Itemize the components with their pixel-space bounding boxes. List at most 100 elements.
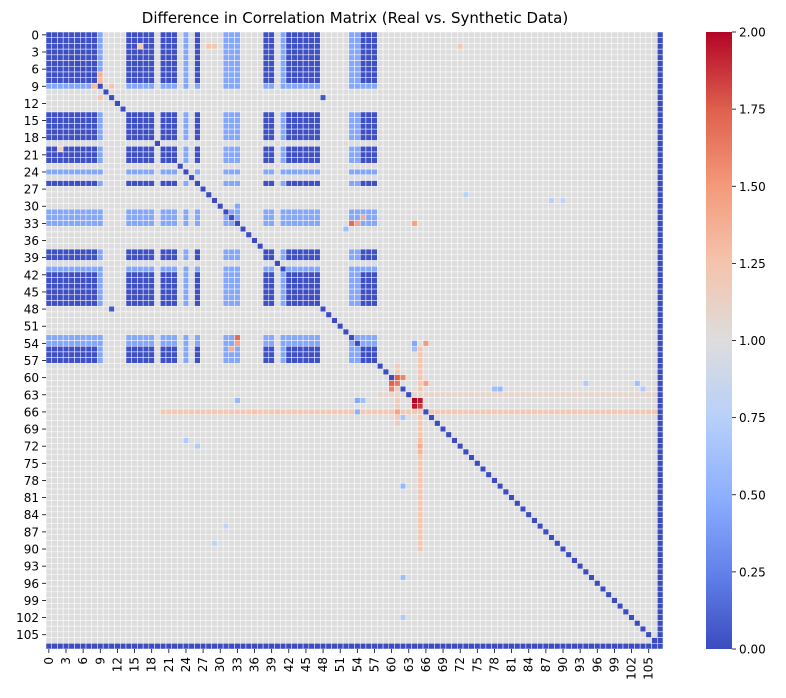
heatmap-cell (462, 71, 470, 78)
heatmap-cell (394, 254, 401, 261)
heatmap-cell (200, 294, 207, 301)
heatmap-cell (148, 43, 155, 50)
heatmap-cell (279, 140, 287, 147)
heatmap-cell (279, 208, 287, 216)
heatmap-cell (479, 123, 487, 130)
heatmap-cell (80, 134, 87, 141)
heatmap-cell (605, 243, 612, 250)
heatmap-cell (165, 31, 172, 38)
heatmap-cell (205, 140, 212, 147)
heatmap-cell (394, 231, 401, 238)
heatmap-cell (571, 140, 578, 147)
heatmap-cell (314, 191, 321, 198)
heatmap-cell (428, 111, 435, 118)
heatmap-cell (462, 265, 470, 273)
heatmap-cell (325, 168, 332, 176)
heatmap-cell (582, 123, 589, 130)
heatmap-cell (554, 277, 561, 284)
heatmap-cell (68, 111, 75, 118)
heatmap-cell (497, 231, 504, 238)
heatmap-cell (382, 254, 390, 261)
heatmap-cell (337, 203, 344, 210)
heatmap-cell (91, 111, 98, 118)
heatmap-cell (422, 225, 430, 233)
heatmap-cell (571, 225, 578, 233)
heatmap-cell (108, 71, 115, 78)
heatmap-cell (314, 271, 321, 278)
heatmap-cell (554, 128, 561, 136)
heatmap-cell (62, 71, 70, 78)
heatmap-cell (205, 146, 212, 153)
heatmap-cell (377, 66, 384, 73)
heatmap-cell (148, 106, 155, 113)
heatmap-cell (651, 214, 658, 221)
heatmap-cell (234, 151, 241, 158)
heatmap-cell (639, 197, 647, 204)
heatmap-cell (245, 140, 252, 147)
heatmap-cell (142, 288, 150, 296)
heatmap-cell (611, 231, 618, 238)
heatmap-cell (491, 220, 498, 227)
heatmap-cell (457, 134, 464, 141)
heatmap-cell (445, 37, 452, 44)
heatmap-cell (51, 168, 58, 176)
heatmap-cell (68, 283, 75, 290)
heatmap-cell (365, 203, 372, 210)
heatmap-cell (359, 71, 367, 78)
heatmap-cell (479, 197, 487, 204)
heatmap-cell (137, 163, 144, 170)
heatmap-cell (394, 277, 401, 284)
heatmap-cell (251, 134, 258, 141)
heatmap-cell (154, 265, 161, 273)
heatmap-cell (177, 174, 184, 181)
heatmap-cell (205, 163, 212, 170)
heatmap-cell (274, 83, 281, 90)
heatmap-cell (108, 225, 115, 233)
heatmap-cell (457, 283, 464, 290)
heatmap-cell (177, 37, 184, 44)
heatmap-cell (605, 66, 612, 73)
heatmap-cell (239, 100, 247, 107)
heatmap-cell (97, 111, 104, 118)
heatmap-cell (148, 48, 155, 56)
heatmap-cell (514, 54, 521, 61)
heatmap-cell (257, 191, 264, 198)
heatmap-cell (308, 94, 315, 101)
heatmap-cell (211, 225, 218, 233)
heatmap-cell (97, 214, 104, 221)
heatmap-cell (342, 186, 350, 193)
heatmap-cell (645, 163, 652, 170)
heatmap-cell (439, 37, 447, 44)
heatmap-cell (428, 288, 435, 296)
heatmap-cell (188, 140, 195, 147)
heatmap-cell (428, 83, 435, 90)
heatmap-cell (165, 237, 172, 244)
heatmap-cell (342, 31, 350, 38)
heatmap-cell (634, 277, 641, 284)
heatmap-cell (194, 151, 201, 158)
heatmap-cell (325, 37, 332, 44)
heatmap-cell (542, 243, 549, 250)
heatmap-cell (85, 203, 92, 210)
heatmap-cell (182, 106, 190, 113)
heatmap-cell (239, 168, 247, 176)
heatmap-cell (165, 260, 172, 267)
heatmap-cell (131, 237, 138, 244)
heatmap-cell (285, 163, 292, 170)
heatmap-cell (211, 283, 218, 290)
heatmap-cell (628, 128, 635, 136)
heatmap-cell (519, 43, 527, 50)
heatmap-cell (331, 111, 338, 118)
heatmap-cell (239, 208, 247, 216)
heatmap-cell (245, 191, 252, 198)
heatmap-cell (120, 106, 127, 113)
heatmap-cell (314, 180, 321, 187)
heatmap-cell (239, 31, 247, 38)
heatmap-cell (297, 260, 304, 267)
heatmap-cell (388, 197, 395, 204)
heatmap-cell (319, 163, 327, 170)
heatmap-cell (399, 37, 407, 44)
heatmap-cell (388, 140, 395, 147)
heatmap-cell (622, 146, 629, 153)
heatmap-cell (639, 260, 647, 267)
